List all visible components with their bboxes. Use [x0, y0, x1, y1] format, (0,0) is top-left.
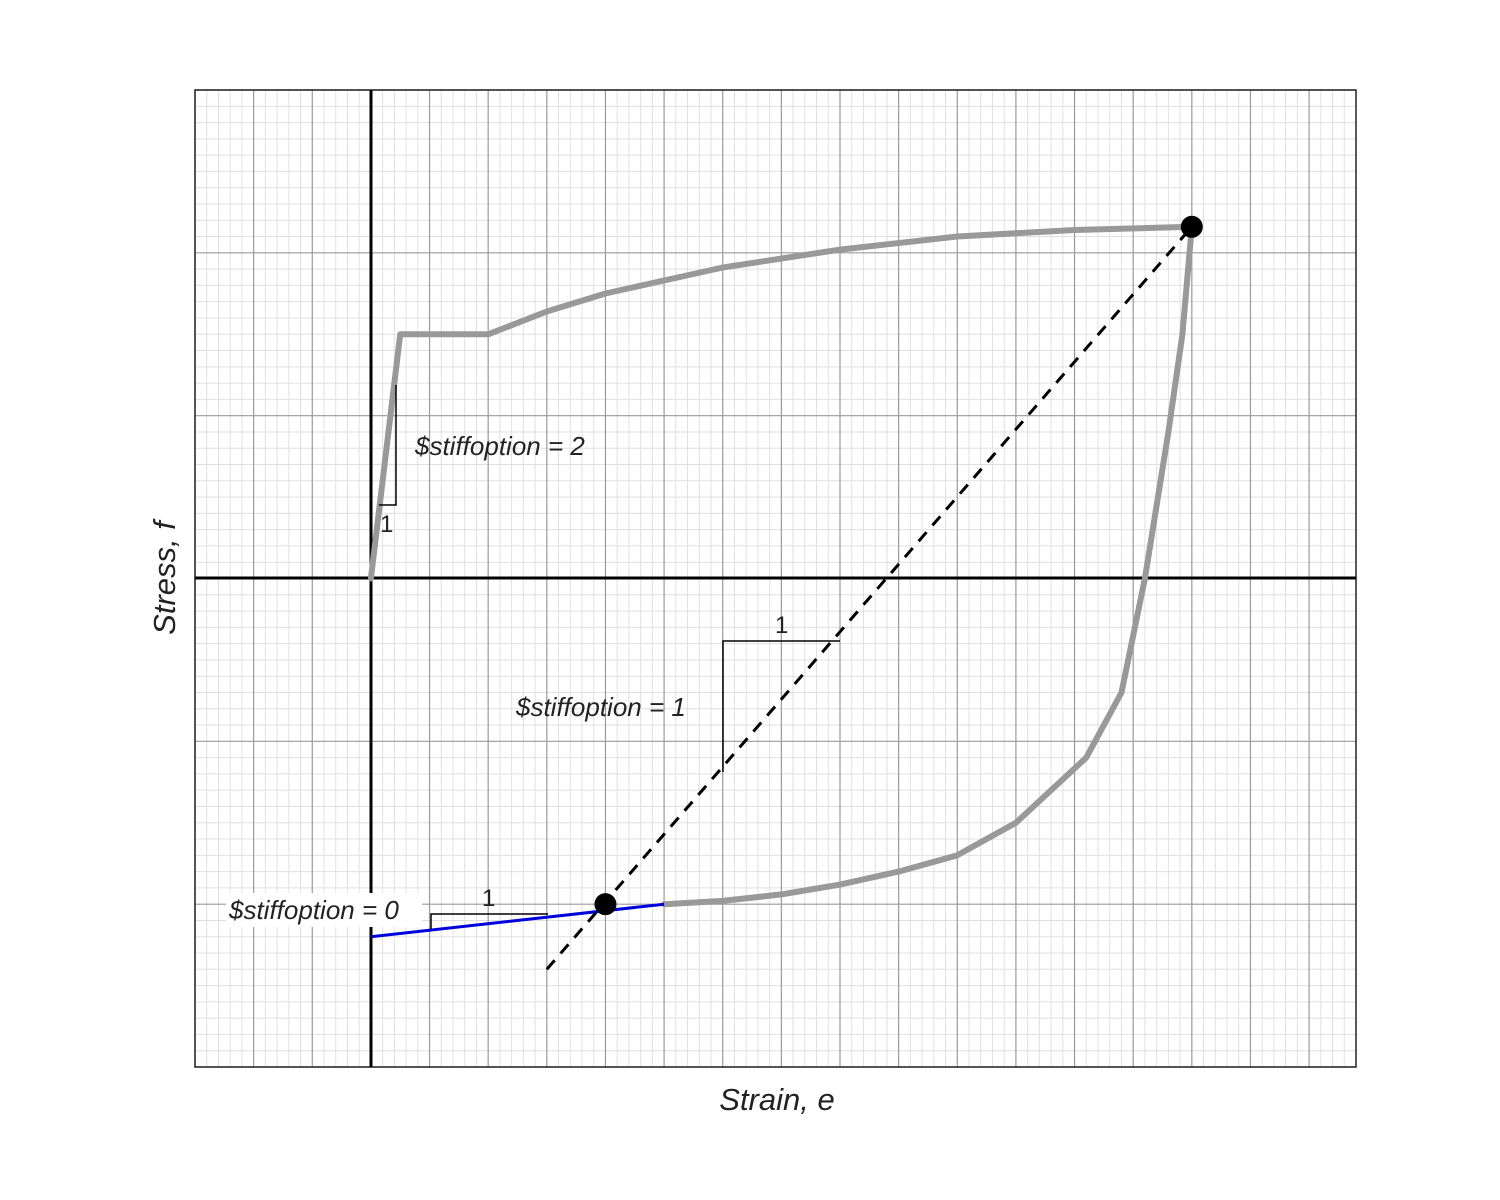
stress-path-line — [367, 223, 1195, 582]
stress-path-line — [661, 223, 1195, 908]
slope-triangle-stiff2 — [379, 385, 397, 506]
markers — [594, 215, 1203, 916]
slope-unit-label-stiff2: 1 — [380, 511, 393, 538]
slope-triangle-stiff0 — [430, 913, 548, 929]
stiff0-label: $stiffoption = 0 — [228, 895, 399, 925]
state-point-marker — [594, 893, 617, 916]
x-axis-title: Strain, e — [719, 1082, 834, 1117]
slope-unit-label-stiff0: 1 — [482, 885, 495, 912]
stiff2-label: $stiffoption = 2 — [414, 431, 585, 461]
curves — [367, 223, 1195, 971]
stiff1-label: $stiffoption = 1 — [515, 692, 686, 722]
stiff0-label-bg — [226, 893, 422, 927]
secant-line — [545, 225, 1193, 971]
slope-unit-label-stiff1: 1 — [775, 612, 788, 639]
slope-triangle-stiff1 — [722, 640, 840, 772]
state-point-marker — [1180, 215, 1203, 238]
tangent-line — [370, 902, 665, 939]
y-axis-title: Stress, f — [147, 518, 182, 635]
